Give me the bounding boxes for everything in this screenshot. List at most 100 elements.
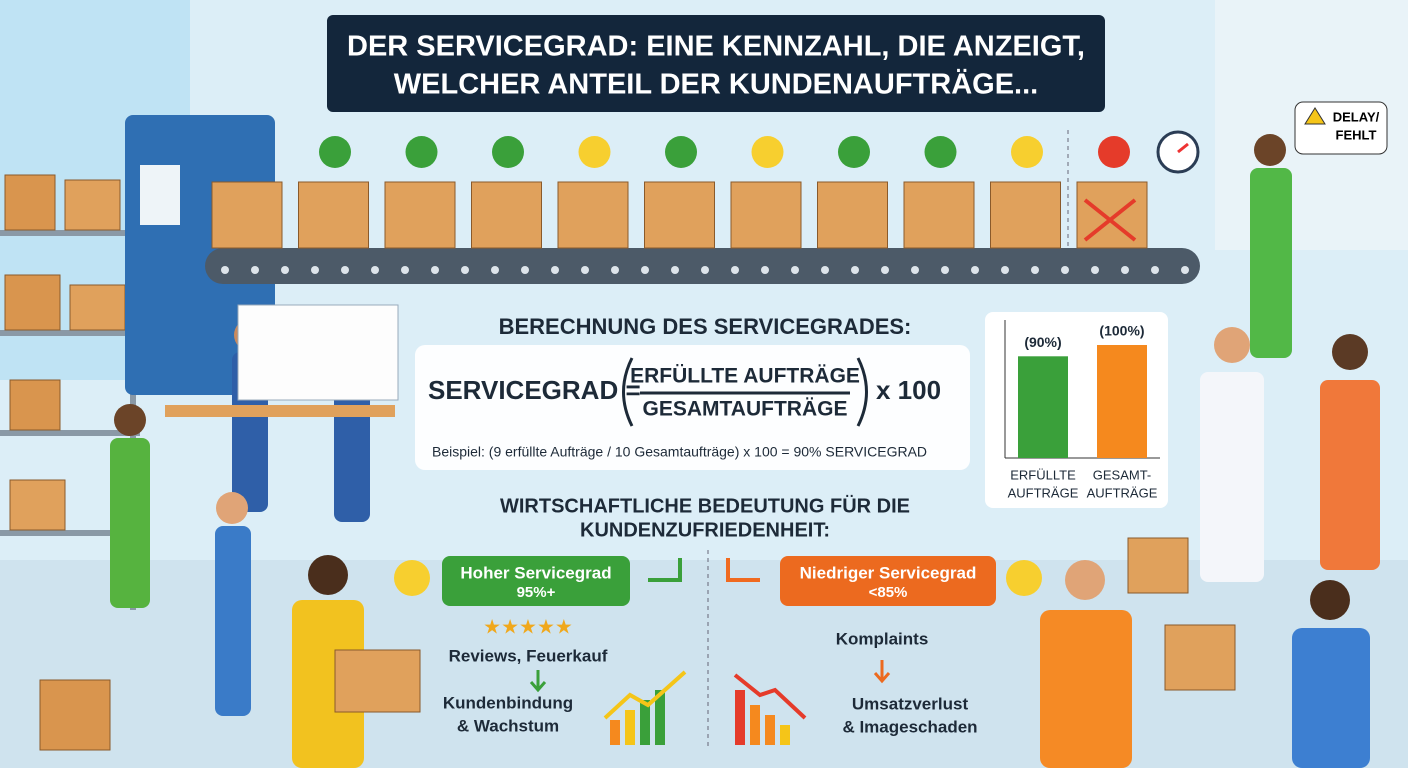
roller	[251, 266, 259, 274]
status-icon	[751, 136, 784, 168]
bar	[1018, 356, 1068, 458]
high-pill	[442, 556, 630, 606]
roller	[701, 266, 709, 274]
bubble-text: DELAY/	[1333, 109, 1380, 124]
status-icon	[838, 136, 870, 168]
formula-numerator: ERFÜLLTE AUFTRÄGE	[630, 365, 860, 388]
box	[334, 649, 421, 713]
roller	[941, 266, 949, 274]
roller	[221, 266, 229, 274]
roller	[581, 266, 589, 274]
happy-icon	[394, 560, 430, 596]
status-icon	[578, 136, 611, 168]
growth-icon	[603, 670, 687, 745]
arrow	[726, 558, 760, 582]
title-box	[327, 15, 1105, 112]
low-result: Umsatzverlust	[852, 694, 969, 713]
roller	[521, 266, 529, 274]
calculation-heading: BERECHNUNG DES SERVICEGRADES:	[499, 314, 912, 339]
status-icon	[405, 136, 438, 168]
category-label: AUFTRÄGE	[1087, 485, 1158, 500]
status-icon	[665, 136, 697, 168]
roller	[1121, 266, 1129, 274]
high-result: & Wachstum	[457, 716, 559, 735]
status-icon	[492, 136, 524, 168]
formula-panel	[415, 345, 970, 470]
scanner-screen	[140, 165, 180, 225]
roller	[851, 266, 859, 274]
low-effect: Komplaints	[836, 629, 929, 648]
sad-icon	[1006, 560, 1042, 596]
low-pill	[780, 556, 996, 606]
status-icon	[319, 136, 351, 168]
box	[1164, 624, 1236, 691]
box	[557, 181, 629, 249]
box	[39, 679, 111, 751]
roller	[1001, 266, 1009, 274]
title-line: DER SERVICEGRAD: EINE KENNZAHL, DIE ANZE…	[347, 31, 1085, 63]
roller	[311, 266, 319, 274]
roller	[881, 266, 889, 274]
roller	[551, 266, 559, 274]
roller	[1061, 266, 1069, 274]
low-label: Niedriger Servicegrad	[800, 563, 977, 582]
title-line: WELCHER ANTEIL DER KUNDENAUFTRÄGE...	[394, 68, 1038, 101]
category-label: ERFÜLLTE	[1010, 467, 1076, 482]
formula-denominator: GESAMTAUFTRÄGE	[643, 398, 848, 421]
roller	[341, 266, 349, 274]
high-label: 95%+	[517, 584, 556, 601]
value-label: (90%)	[1024, 334, 1061, 350]
roller	[821, 266, 829, 274]
roller	[671, 266, 679, 274]
roller	[971, 266, 979, 274]
roller	[791, 266, 799, 274]
bubble-text: FEHLT	[1336, 127, 1377, 142]
conveyor	[205, 248, 1200, 284]
importance-heading: KUNDENZUFRIEDENHEIT:	[580, 519, 830, 541]
chart: (90%) ERFÜLLTE AUFTRÄGE (100%) GESAMT- AUFTRÄ…	[1008, 323, 1158, 501]
box	[1127, 537, 1189, 594]
box	[644, 181, 715, 249]
roller	[641, 266, 649, 274]
box	[817, 181, 888, 249]
status-icon	[1098, 136, 1130, 168]
workers	[110, 134, 1380, 768]
formula-multiplier: x 100	[876, 375, 941, 405]
arrow	[873, 660, 891, 684]
stars: ★★★★★	[483, 616, 573, 638]
importance-heading: WIRTSCHAFTLICHE BEDEUTUNG FÜR DIE	[500, 494, 910, 517]
roller	[431, 266, 439, 274]
roller	[911, 266, 919, 274]
stopwatch-hand	[1177, 142, 1189, 154]
paren	[856, 357, 868, 427]
roller	[731, 266, 739, 274]
rollers	[221, 266, 1189, 274]
box	[730, 181, 802, 249]
roller	[401, 266, 409, 274]
roller	[1031, 266, 1039, 274]
roller	[761, 266, 769, 274]
desk	[165, 405, 395, 417]
board	[237, 304, 399, 401]
boxes	[211, 136, 1148, 249]
example: Beispiel: (9 erfüllte Aufträge / 10 Gesa…	[432, 444, 927, 460]
fail-mark	[1083, 198, 1137, 242]
box	[298, 181, 369, 249]
bar	[1097, 345, 1147, 458]
high-result: Kundenbindung	[443, 693, 573, 712]
decline-icon	[733, 673, 807, 745]
arrow	[648, 558, 682, 582]
high-label: Hoher Servicegrad	[460, 563, 611, 582]
box	[211, 181, 283, 249]
box	[903, 181, 975, 249]
value-label: (100%)	[1099, 323, 1144, 339]
category-label: AUFTRÄGE	[1008, 485, 1079, 500]
status-icon	[1011, 136, 1043, 168]
roller	[461, 266, 469, 274]
category-label: GESAMT-	[1093, 467, 1152, 482]
box	[384, 181, 456, 249]
roller	[371, 266, 379, 274]
roller	[281, 266, 289, 274]
high-effect: Reviews, Feuerkauf	[449, 646, 608, 665]
